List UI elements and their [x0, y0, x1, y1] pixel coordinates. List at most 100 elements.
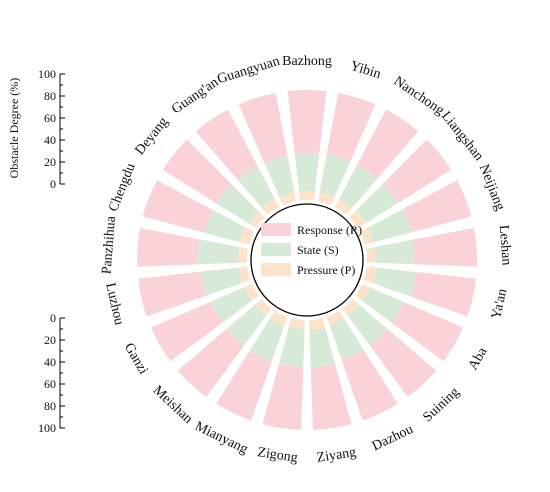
tick-label: 40 — [44, 355, 56, 369]
bar-segment-pressure-19 — [261, 199, 280, 215]
city-label: Ya'an — [489, 287, 510, 320]
bar-segment-state-14 — [210, 287, 252, 323]
city-label: Bazhong — [282, 54, 332, 69]
bar-segment-response-2 — [356, 109, 419, 179]
city-label: Panzhihua — [100, 215, 119, 275]
bar-segment-state-13 — [226, 304, 267, 346]
y-axis-title: Obstacle Degree (%) — [7, 78, 21, 179]
bar-segment-pressure-5 — [365, 247, 376, 263]
bar-segment-state-0 — [294, 152, 320, 192]
bar-segment-state-19 — [237, 165, 276, 208]
tick-label: 20 — [44, 155, 56, 169]
city-label: Chengdu — [106, 161, 138, 214]
bars-group — [137, 90, 478, 430]
bar-segment-pressure-0 — [299, 191, 315, 201]
legend-swatch — [261, 243, 291, 256]
city-label: Nanchong — [391, 74, 447, 119]
center-circle — [250, 203, 364, 317]
bar-segment-pressure-10 — [309, 317, 326, 330]
bar-segment-response-3 — [382, 139, 452, 204]
bar-segment-pressure-7 — [355, 283, 371, 301]
tick-label: 0 — [50, 177, 56, 191]
bar-segment-state-8 — [347, 304, 388, 346]
bar-segment-response-18 — [162, 139, 232, 204]
bar-segment-pressure-17 — [239, 227, 255, 245]
bar-segment-pressure-16 — [238, 247, 249, 263]
tick-label: 60 — [44, 111, 56, 125]
city-label: Yibin — [348, 59, 382, 83]
city-label: Deyang — [133, 115, 172, 158]
bar-segment-pressure-13 — [254, 299, 272, 316]
bar-segment-state-9 — [329, 318, 364, 360]
bar-segment-state-15 — [200, 267, 243, 296]
bar-segment-state-3 — [356, 183, 398, 223]
bar-segment-response-7 — [391, 301, 463, 362]
city-label: Leshan — [496, 224, 514, 265]
city-label: Ganzi — [121, 341, 151, 378]
bar-segment-state-7 — [362, 287, 404, 323]
city-label: Guangyuan — [216, 54, 282, 87]
bar-segment-state-18 — [216, 183, 259, 224]
bar-segment-state-17 — [204, 210, 246, 243]
bar-segment-pressure-20 — [279, 192, 296, 206]
bar-segment-pressure-6 — [363, 266, 377, 284]
tick-label: 80 — [44, 89, 56, 103]
tick-label: 100 — [38, 421, 56, 435]
bar-segment-pressure-9 — [326, 310, 344, 325]
y-axis-upper: 0 20 40 60 80 100 — [38, 67, 65, 191]
legend-label: Response (R) — [297, 223, 362, 237]
city-label: Luzhou — [102, 281, 126, 326]
bar-segment-response-15 — [138, 271, 206, 317]
bar-segment-response-8 — [369, 329, 437, 398]
city-label: Ziyang — [316, 445, 357, 466]
bar-segment-state-2 — [338, 165, 378, 208]
bar-segment-response-9 — [341, 348, 398, 421]
y-axis-lower: 0 20 40 60 80 100 — [38, 311, 65, 435]
bar-segment-state-12 — [249, 319, 285, 362]
city-label: Aba — [466, 344, 491, 372]
tick-label: 100 — [38, 67, 56, 81]
bar-segment-response-6 — [410, 271, 476, 317]
bar-segment-state-10 — [309, 327, 336, 368]
legend: Response (R) State (S) Pressure (P) — [261, 223, 362, 277]
bar-segment-pressure-11 — [289, 317, 305, 329]
bar-segment-response-11 — [262, 363, 304, 430]
bar-segment-state-5 — [374, 239, 415, 265]
bar-segment-state-4 — [367, 209, 412, 243]
city-label: Meishan — [150, 383, 196, 427]
bar-segment-pressure-3 — [349, 210, 367, 229]
bar-segment-response-10 — [310, 363, 352, 430]
bar-segment-response-5 — [412, 227, 478, 267]
tick-label: 20 — [44, 333, 56, 347]
bar-segment-pressure-8 — [342, 299, 360, 316]
city-label: Guang'an — [169, 75, 221, 117]
bar-segment-pressure-1 — [318, 192, 335, 206]
tick-label: 80 — [44, 399, 56, 413]
bar-segment-response-14 — [151, 301, 223, 362]
bar-segment-pressure-18 — [248, 211, 265, 229]
bar-segment-pressure-12 — [269, 310, 288, 327]
legend-label: State (S) — [297, 243, 339, 257]
city-label: Neijiang — [476, 162, 508, 212]
bar-segment-response-20 — [238, 92, 288, 163]
legend-swatch — [261, 263, 291, 276]
bar-segment-pressure-15 — [238, 266, 251, 283]
bar-segment-response-4 — [402, 180, 472, 233]
bar-segment-response-19 — [195, 109, 258, 180]
bar-segment-pressure-2 — [334, 199, 353, 215]
bar-segment-response-17 — [142, 180, 214, 233]
legend-swatch — [261, 223, 291, 236]
bar-segment-state-6 — [372, 267, 416, 297]
tick-label: 40 — [44, 133, 56, 147]
bar-segment-pressure-14 — [243, 283, 259, 301]
bar-segment-state-11 — [278, 326, 305, 368]
city-label: Dazhou — [370, 422, 416, 454]
bar-segment-state-16 — [197, 239, 240, 265]
city-label: Mianyang — [192, 419, 250, 457]
city-label: Zigong — [256, 445, 298, 466]
bar-segment-pressure-4 — [359, 227, 374, 245]
city-label: Liangshan — [438, 109, 486, 164]
city-label: Suining — [420, 385, 462, 426]
tick-label: 0 — [50, 311, 56, 325]
